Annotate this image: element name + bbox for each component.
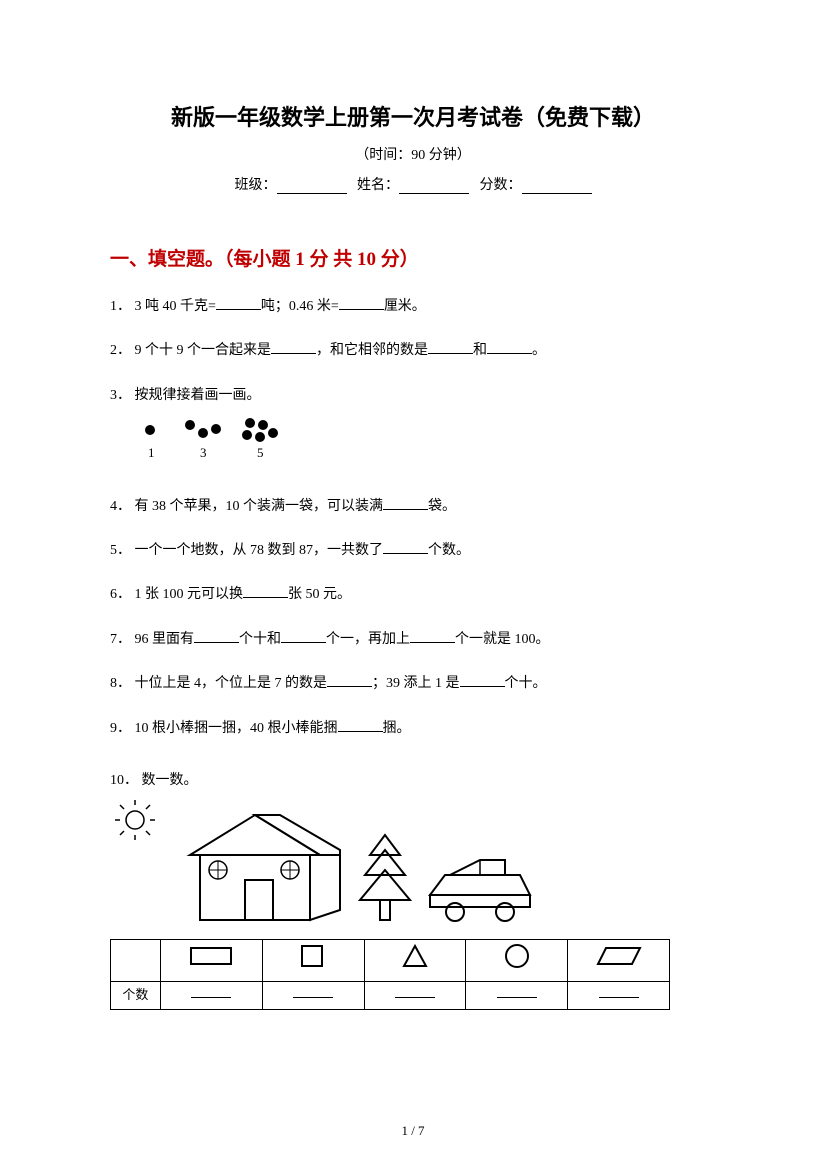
scene-svg xyxy=(110,800,540,930)
blank xyxy=(487,340,532,354)
question-1: 1． 3 吨 40 千克= 吨；0.46 米= 厘米。 xyxy=(110,296,716,318)
blank xyxy=(339,296,384,310)
picture-area xyxy=(110,800,716,938)
q7-text-a: 7． 96 里面有 xyxy=(110,632,194,647)
blank xyxy=(460,673,505,687)
blank xyxy=(271,340,316,354)
pattern-label-1: 1 xyxy=(148,445,155,460)
question-2: 2． 9 个十 9 个一合起来是 ，和它相邻的数是 和 。 xyxy=(110,340,716,362)
blank xyxy=(194,629,239,643)
q5-text-a: 5． 一个一个地数，从 78 数到 87，一共数了 xyxy=(110,543,383,558)
q7-text-b: 个十和 xyxy=(239,632,281,647)
count-blank xyxy=(568,981,670,1009)
q7-text-d: 个一就是 100。 xyxy=(455,632,550,647)
blank xyxy=(281,629,326,643)
rectangle-cell xyxy=(160,939,262,981)
count-blank xyxy=(364,981,466,1009)
count-row: 个数 xyxy=(111,981,670,1009)
blank xyxy=(327,673,372,687)
q6-text-b: 张 50 元。 xyxy=(288,587,351,602)
question-10: 10． 数一数。 xyxy=(110,770,716,1010)
info-line: 班级： 姓名： 分数： xyxy=(110,174,716,194)
q8-text-c: 个十。 xyxy=(505,676,547,691)
question-4: 4． 有 38 个苹果，10 个装满一袋，可以装满 袋。 xyxy=(110,496,716,518)
score-blank xyxy=(522,178,592,194)
question-9: 9． 10 根小棒捆一捆，40 根小棒能捆 捆。 xyxy=(110,718,716,740)
dots-pattern: 1 3 5 xyxy=(135,415,716,473)
class-label: 班级： xyxy=(235,178,277,193)
q2-text-b: ，和它相邻的数是 xyxy=(316,343,428,358)
section-heading: 一、填空题。（每小题 1 分 共 10 分） xyxy=(110,244,716,271)
pattern-label-5: 5 xyxy=(257,445,264,460)
count-label: 个数 xyxy=(111,981,161,1009)
pattern-svg: 1 3 5 xyxy=(135,415,315,465)
blank xyxy=(410,629,455,643)
q1-text-c: 厘米。 xyxy=(384,299,426,314)
q8-text-b: ；39 添上 1 是 xyxy=(372,676,460,691)
question-7: 7． 96 里面有 个十和 个一，再加上 个一就是 100。 xyxy=(110,629,716,651)
pattern-label-3: 3 xyxy=(200,445,207,460)
shapes-table: 个数 xyxy=(110,939,670,1010)
question-5: 5． 一个一个地数，从 78 数到 87，一共数了 个数。 xyxy=(110,540,716,562)
blank xyxy=(216,296,261,310)
q5-text-b: 个数。 xyxy=(428,543,470,558)
score-label: 分数： xyxy=(480,178,522,193)
name-label: 姓名： xyxy=(357,178,399,193)
q9-text-a: 9． 10 根小棒捆一捆，40 根小棒能捆 xyxy=(110,721,338,736)
blank xyxy=(243,584,288,598)
q4-text-b: 袋。 xyxy=(428,499,456,514)
q6-text-a: 6． 1 张 100 元可以换 xyxy=(110,587,243,602)
question-3: 3． 按规律接着画一画。 1 3 5 xyxy=(110,385,716,474)
class-blank xyxy=(277,178,347,194)
q9-text-b: 捆。 xyxy=(383,721,411,736)
q10-text: 10． 数一数。 xyxy=(110,773,198,788)
q1-text-a: 1． 3 吨 40 千克= xyxy=(110,299,216,314)
q1-text-b: 吨；0.46 米= xyxy=(261,299,339,314)
q3-text: 3． 按规律接着画一画。 xyxy=(110,388,261,403)
q2-text-d: 。 xyxy=(532,343,546,358)
count-blank xyxy=(262,981,364,1009)
page-footer: 1 / 7 xyxy=(0,1123,826,1139)
count-blank xyxy=(466,981,568,1009)
blank xyxy=(383,540,428,554)
q2-text-c: 和 xyxy=(473,343,487,358)
q2-text-a: 2． 9 个十 9 个一合起来是 xyxy=(110,343,271,358)
count-blank xyxy=(160,981,262,1009)
circle-cell xyxy=(466,939,568,981)
subtitle: （时间：90 分钟） xyxy=(110,144,716,164)
blank xyxy=(383,496,428,510)
q8-text-a: 8． 十位上是 4，个位上是 7 的数是 xyxy=(110,676,327,691)
q4-text-a: 4． 有 38 个苹果，10 个装满一袋，可以装满 xyxy=(110,499,383,514)
question-8: 8． 十位上是 4，个位上是 7 的数是 ；39 添上 1 是 个十。 xyxy=(110,673,716,695)
parallelogram-cell xyxy=(568,939,670,981)
blank xyxy=(338,718,383,732)
q7-text-c: 个一，再加上 xyxy=(326,632,410,647)
empty-cell xyxy=(111,939,161,981)
triangle-cell xyxy=(364,939,466,981)
name-blank xyxy=(399,178,469,194)
page-title: 新版一年级数学上册第一次月考试卷（免费下载） xyxy=(110,100,716,132)
square-cell xyxy=(262,939,364,981)
shapes-row xyxy=(111,939,670,981)
question-6: 6． 1 张 100 元可以换 张 50 元。 xyxy=(110,584,716,606)
blank xyxy=(428,340,473,354)
